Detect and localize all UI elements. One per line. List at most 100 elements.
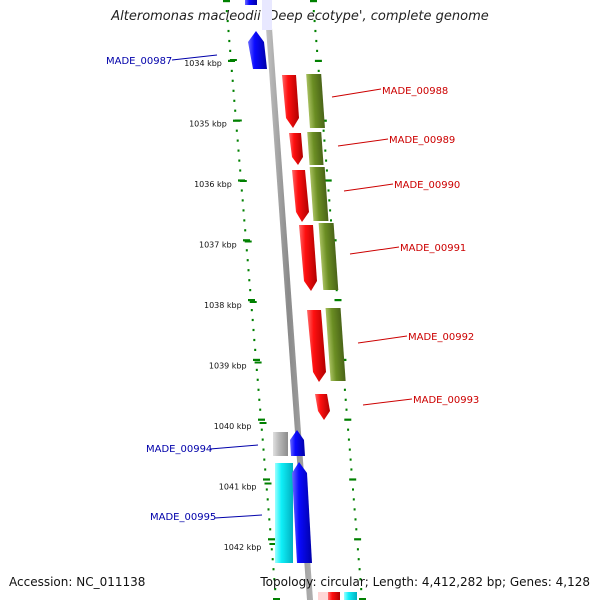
gc-skew-dot-left [254,348,257,351]
gc-skew-dot-left [232,89,235,92]
genome-stats-text: Topology: circular; Length: 4,412,282 bp… [260,575,590,589]
gc-skew-dot-left [249,289,252,292]
gc-skew-dot-left [263,478,270,481]
gc-skew-dot-left [273,578,276,581]
gc-skew-dot-left [273,598,280,600]
cds-partial-top [245,0,257,5]
gene-made-00994[interactable] [273,432,288,456]
label-made-00994[interactable]: MADE_00994 [146,444,212,455]
gc-skew-dot-left [248,299,255,302]
gc-skew-dot-left [271,558,274,561]
leader-made-00992 [357,335,408,344]
gc-skew-dot-right [350,468,353,471]
label-made-00992[interactable]: MADE_00992 [408,332,474,343]
gc-skew-dot-right [344,418,352,421]
leader-made-00995 [214,514,263,519]
gc-skew-dot-right [349,478,357,481]
label-made-00987[interactable]: MADE_00987 [106,56,172,67]
gc-skew-dot-left [223,0,230,3]
label-made-00990[interactable]: MADE_00990 [394,180,460,191]
gc-skew-dot-right [354,538,362,541]
gene-made-00991[interactable] [299,225,317,291]
rna-partial-bottom [318,592,328,600]
gene-made-00992[interactable] [307,310,326,382]
gc-skew-dot-right [344,398,347,401]
tick-label: 1037 kbp [199,241,237,250]
gc-skew-dot-right [357,558,360,561]
gc-skew-dot-left [245,249,248,252]
gc-skew-dot-right [328,199,331,202]
leader-made-00987 [171,54,218,61]
gc-skew-dot-right [323,139,326,142]
gc-skew-dot-left [231,79,234,82]
gc-skew-dot-left [242,209,245,212]
gc-skew-dot-right [345,408,348,411]
gc-skew-dot-right [348,448,351,451]
gc-skew-dot-left [233,99,236,102]
gene-made-00987[interactable] [248,31,267,69]
rna-partial-top [262,0,272,30]
cds-features [245,0,357,600]
gc-skew-dot-left [243,239,250,242]
gc-skew-dot-left [267,508,270,511]
gc-skew-dot-left [239,169,242,172]
gc-skew-dot-left [266,498,269,501]
label-made-00989[interactable]: MADE_00989 [389,135,455,146]
label-made-00995[interactable]: MADE_00995 [150,512,216,523]
gc-skew-dot-right [353,508,356,511]
label-made-00988[interactable]: MADE_00988 [382,86,448,97]
gc-skew-dot-right [316,49,319,52]
tick-label: 1040 kbp [214,422,252,431]
gc-skew-dot-right [359,598,366,600]
gc-skew-dot-right [358,568,361,571]
gc-skew-dot-left [225,10,228,13]
leader-made-00991 [349,246,400,255]
gc-skew-dot-right [322,129,325,132]
gc-skew-dot-left [264,468,267,471]
leader-made-00988 [331,88,382,98]
tick-label: 1036 kbp [194,180,232,189]
gc-skew-dot-left [226,19,229,23]
rna-partial-bottom-2 [344,592,357,600]
gc-skew-dot-left [255,368,258,371]
gc-skew-dot-right [360,588,363,591]
gene-made-00989[interactable] [289,133,303,165]
gc-skew-dot-left [237,149,240,152]
tick-label: 1038 kbp [204,301,242,310]
cog-made-00990 [309,167,329,221]
gc-skew-dot-left [248,279,251,282]
gene-made-00990[interactable] [292,170,309,222]
gc-skew-dot-left [262,448,265,451]
gene-made-00995[interactable] [275,463,293,563]
tick-label: 1034 kbp [184,59,222,68]
gc-skew-dot-left [270,548,273,551]
gc-skew-dot-left [250,309,253,312]
gc-skew-dot-right [325,159,328,162]
cds-partial-bottom [328,592,340,600]
gc-skew-dot-left [269,528,272,531]
gc-skew-dot-left [244,229,247,232]
gc-skew-dot-right [343,388,346,391]
gc-skew-dot-left [230,69,233,72]
gc-skew-dot-left [260,428,263,431]
tick-label: 1039 kbp [209,362,247,371]
gc-skew-dot-left [252,328,255,332]
label-made-00991[interactable]: MADE_00991 [400,243,466,254]
gc-skew-dot-left [261,438,264,441]
gc-skew-dot-right [324,179,332,182]
gene-made-00994-partner [290,430,305,456]
gc-skew-dot-left [243,219,246,222]
gc-skew-dot-right [310,0,317,3]
gc-skew-dot-left [227,29,230,33]
gc-skew-dot-right [324,149,327,152]
gene-labels: MADE_00987 MADE_00988 MADE_00989 MADE_00… [106,54,479,523]
gc-skew-dot-right [314,29,317,33]
label-made-00993[interactable]: MADE_00993 [413,395,479,406]
tick-label: 1041 kbp [219,483,257,492]
gene-made-00993[interactable] [315,394,330,420]
gc-skew-dot-right [314,59,322,62]
gc-skew-dot-left [258,398,261,401]
gene-made-00988[interactable] [282,75,299,128]
gc-skew-dot-left [258,418,265,421]
gc-skew-dot-left [268,518,271,521]
